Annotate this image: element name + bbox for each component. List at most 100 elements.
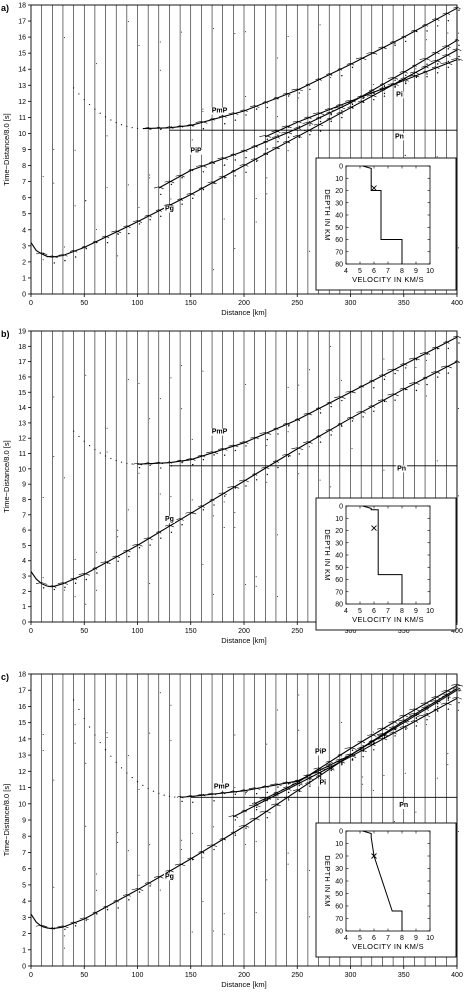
trace-wiggle <box>259 810 271 814</box>
observed-pick <box>437 703 439 705</box>
panel-label: c) <box>1 672 9 682</box>
pmp-precritical-dot <box>73 430 75 432</box>
trace-dot <box>245 31 246 33</box>
inset-x-axis-title: VELOCITY IN KM/S <box>352 615 424 624</box>
observed-pick <box>351 749 354 751</box>
trace-wiggle <box>303 412 313 416</box>
trace-wiggle <box>304 116 312 120</box>
y-tick-label: 5 <box>22 211 26 218</box>
trace-wiggle <box>271 130 281 133</box>
curve-pip <box>158 39 458 189</box>
trace-dot <box>298 729 300 731</box>
trace-dot <box>319 479 321 481</box>
trace-wiggle <box>376 733 389 736</box>
trace-dot <box>234 787 236 789</box>
phase-label-bg <box>398 802 410 810</box>
inset-y-tick-label: 40 <box>335 553 343 560</box>
trace-dot <box>202 564 204 566</box>
trace-dot <box>330 763 332 765</box>
trace-dot <box>255 912 257 914</box>
observed-pick <box>394 79 396 81</box>
x-tick-label: 200 <box>238 300 250 307</box>
observed-pick <box>394 85 396 88</box>
trace-dot <box>95 889 97 891</box>
inset-y-tick-label: 80 <box>335 602 343 609</box>
trace-dot <box>74 558 76 560</box>
observed-pick <box>255 793 258 795</box>
y-tick-label: 5 <box>22 882 26 889</box>
trace-wiggle <box>312 112 325 115</box>
observed-pick <box>202 128 205 130</box>
observed-pick <box>458 44 460 46</box>
observed-pick <box>330 405 332 408</box>
observed-pick <box>458 59 460 61</box>
observed-pick <box>394 372 396 375</box>
trace-wiggle <box>155 209 162 212</box>
trace-dot <box>372 790 374 792</box>
trace-wiggle <box>431 696 440 699</box>
trace-dot <box>138 382 140 384</box>
observed-pick <box>426 73 428 75</box>
observed-pick <box>458 702 460 704</box>
trace-wiggle <box>441 690 452 693</box>
trace-dot <box>372 84 374 86</box>
observed-pick <box>202 189 205 191</box>
observed-pick <box>117 233 119 235</box>
trace-wiggle <box>334 396 346 399</box>
trace-dot <box>223 501 225 503</box>
trace-dot <box>394 43 396 45</box>
observed-pick <box>437 706 439 708</box>
phase-label-pip: PiP <box>190 148 202 155</box>
observed-pick <box>266 106 268 109</box>
trace-dot <box>95 63 97 65</box>
trace-wiggle <box>358 385 364 388</box>
observed-pick <box>85 919 87 921</box>
trace-dot <box>415 68 417 70</box>
observed-pick <box>351 107 354 109</box>
observed-pick <box>266 816 268 819</box>
trace-dot <box>372 731 374 733</box>
observed-pick <box>160 128 162 131</box>
trace-dot <box>308 250 310 252</box>
observed-pick <box>298 125 300 128</box>
trace-dot <box>95 551 97 553</box>
trace-dot <box>117 832 119 834</box>
trace-wiggle <box>291 88 304 92</box>
phase-label-pg: Pg <box>165 206 174 213</box>
trace-dot <box>138 44 140 46</box>
trace-wiggle <box>292 789 302 792</box>
trace-wiggle <box>206 451 219 454</box>
pmp-precritical-dot <box>126 772 128 774</box>
observed-pick <box>74 256 77 258</box>
inset-y-tick-label: 80 <box>335 262 343 269</box>
observed-pick <box>319 120 322 123</box>
trace-dot <box>213 593 215 595</box>
observed-pick <box>362 750 364 753</box>
trace-dot <box>42 577 44 579</box>
phase-label-bg <box>394 133 405 141</box>
trace-wiggle <box>154 875 164 879</box>
hypocenter-marker <box>371 525 377 531</box>
observed-pick <box>415 76 418 79</box>
trace-dot <box>138 472 140 474</box>
trace-dot <box>138 789 140 791</box>
inset-x-tick-label: 9 <box>414 935 418 942</box>
observed-pick <box>426 76 428 78</box>
inset-y-tick-label: 10 <box>335 176 343 183</box>
y-tick-label: 15 <box>18 720 26 727</box>
pmp-precritical-dot <box>136 781 139 783</box>
trace-wiggle <box>379 83 385 86</box>
observed-pick <box>298 790 300 793</box>
observed-pick <box>287 136 290 138</box>
pmp-precritical-dot <box>99 741 101 744</box>
trace-wiggle <box>81 245 87 249</box>
trace-dot <box>42 734 44 736</box>
inset-y-tick-label: 20 <box>335 854 343 861</box>
trace-dot <box>149 844 151 846</box>
trace-wiggle <box>452 48 462 52</box>
trace-dot <box>191 832 193 834</box>
y-tick-label: 7 <box>22 179 26 186</box>
trace-wiggle <box>259 432 272 435</box>
trace-dot <box>340 721 342 723</box>
observed-pick <box>394 728 396 731</box>
